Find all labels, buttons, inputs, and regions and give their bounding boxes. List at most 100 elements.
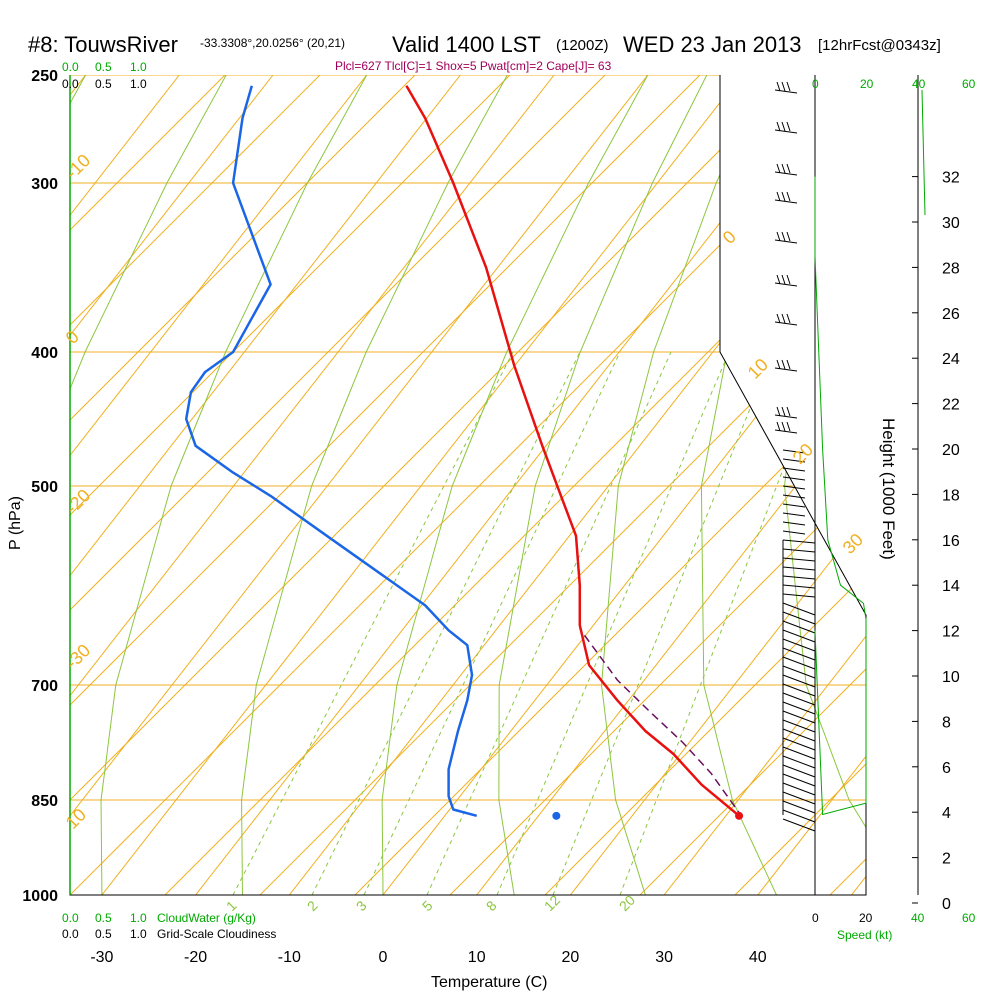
dry-adiabat-line [544, 75, 866, 895]
y-axis-title: P (hPa) [7, 496, 24, 550]
wind-barb [782, 602, 816, 616]
y-tick-label: 300 [31, 176, 58, 193]
height-tick-label: 8 [942, 714, 951, 731]
mixing-ratio-label: 2 [304, 897, 321, 914]
height-tick-label: 32 [942, 170, 960, 187]
utc-time: (1200Z) [556, 37, 609, 54]
speed-tick-top-green-40: 40 [912, 77, 926, 91]
isotherm-label: 30 [839, 530, 867, 558]
dry-adiabat-line [925, 75, 1000, 895]
wind-barb-flag [776, 359, 781, 370]
height-tick-label: 28 [942, 260, 960, 277]
wind-barb-flag [786, 121, 791, 132]
dry-adiabat-line [70, 75, 226, 895]
valid-time: Valid 1400 LST [392, 32, 541, 57]
isotherm-line [945, 75, 1000, 895]
cloud-scale-top-black-0: 0.0 [62, 77, 79, 91]
isotherm-label: 10 [62, 805, 90, 833]
wind-barb [782, 809, 816, 823]
height-tick-label: 16 [942, 533, 960, 550]
axes: -30 -20 -10 0 10 20 30 402503004005007008501000… [22, 68, 959, 966]
y-tick-label: 700 [31, 678, 58, 695]
cloudiness-label: Grid-Scale Cloudiness [157, 927, 276, 941]
wind-barb [782, 593, 816, 598]
dry-adiabat-line [354, 75, 866, 895]
wind-barb [782, 557, 816, 562]
wind-barb [782, 746, 816, 760]
mixing-ratio-line [619, 351, 829, 895]
mixing-ratio-line [311, 351, 581, 895]
moist-adiabat-line [381, 75, 649, 895]
wind-barb-flag [776, 313, 781, 324]
height-tick-label: 30 [942, 215, 960, 232]
dry-adiabat-line [70, 75, 416, 895]
wind-barb [782, 692, 816, 706]
wind-barb-flag [781, 191, 786, 202]
mixing-ratio-line [363, 351, 621, 895]
cloud-scale-bottom-green-0: 0.0 [62, 911, 79, 925]
surface-dewpoint-point [552, 811, 561, 820]
cloud-scale-bottom-black-0: 0.0 [62, 927, 79, 941]
cloud-scale-top-black-2: 1.0 [130, 77, 147, 91]
x-tick-label: 20 [562, 949, 580, 966]
wind-barb [782, 566, 816, 571]
wind-barb [774, 89, 798, 94]
wind-barb-flag [781, 274, 786, 285]
wind-barb [782, 656, 816, 670]
moist-adiabat-line [241, 75, 508, 895]
wind-barb-flag [781, 163, 786, 174]
forecast-info: [12hrFcst@0343z] [818, 37, 941, 54]
wind-barb [782, 467, 806, 472]
speed-tick-bottom-green-40: 40 [911, 911, 925, 925]
y-tick-label: 1000 [22, 888, 58, 905]
wind-barb-flag [781, 231, 786, 242]
cloudwater-label: CloudWater (g/Kg) [157, 911, 256, 925]
moist-adiabat-line [498, 75, 708, 895]
wind-barb [774, 414, 798, 419]
wind-barb [782, 539, 816, 544]
isotherm-line [757, 75, 866, 895]
mixing-ratio-line [552, 351, 774, 895]
isotherm-line [70, 75, 461, 895]
surface-temperature-point [735, 811, 744, 820]
x-tick-label: 40 [749, 949, 767, 966]
wind-barb [782, 458, 806, 463]
mixing-ratio-line [496, 351, 730, 895]
isotherm-line [663, 75, 866, 895]
wind-barb [782, 620, 816, 634]
speed-tick-bottom-green-60: 60 [962, 911, 976, 925]
isotherm-label: -10 [62, 150, 95, 183]
speed-tick-top-green-20: 20 [860, 77, 874, 91]
moist-adiabat-line [100, 75, 368, 895]
wind-barb [774, 367, 798, 372]
wind-barb [782, 485, 806, 490]
stability-indices: Plcl=627 Tlcl[C]=1 Shox=5 Pwat[cm]=2 Cap… [335, 59, 612, 73]
wind-barb-flag [781, 359, 786, 370]
wind-barb [782, 449, 806, 454]
x-axis-title: Temperature (C) [431, 974, 547, 991]
isotherm-line [70, 75, 180, 895]
wind-barb [774, 171, 798, 176]
height-tick-label: 26 [942, 306, 960, 323]
mixing-ratio-line [232, 351, 514, 895]
wind-barb [782, 476, 806, 481]
sounding-series [184, 85, 744, 820]
isotherm-line [382, 75, 866, 895]
cloud-scale-bottom-black-1: 0.5 [95, 927, 112, 941]
height-tick-label: 4 [942, 805, 951, 822]
height-tick-label: 18 [942, 487, 960, 504]
y-tick-label: 500 [31, 479, 58, 496]
wind-barb-flag [786, 359, 791, 370]
dry-adiabat-line [259, 75, 866, 895]
wind-barb [782, 647, 816, 661]
wind-barb [782, 584, 816, 589]
dry-adiabat-line [70, 75, 511, 895]
x-tick-label: 30 [655, 949, 673, 966]
wind-barb-flag [781, 313, 786, 324]
wind-barb-flag [781, 406, 786, 417]
wind-barb [782, 764, 816, 778]
x-tick-label: 0 [379, 949, 388, 966]
dry-adiabat-line [734, 75, 866, 895]
isotherm-line [70, 75, 649, 895]
x-tick-label: -20 [184, 949, 207, 966]
